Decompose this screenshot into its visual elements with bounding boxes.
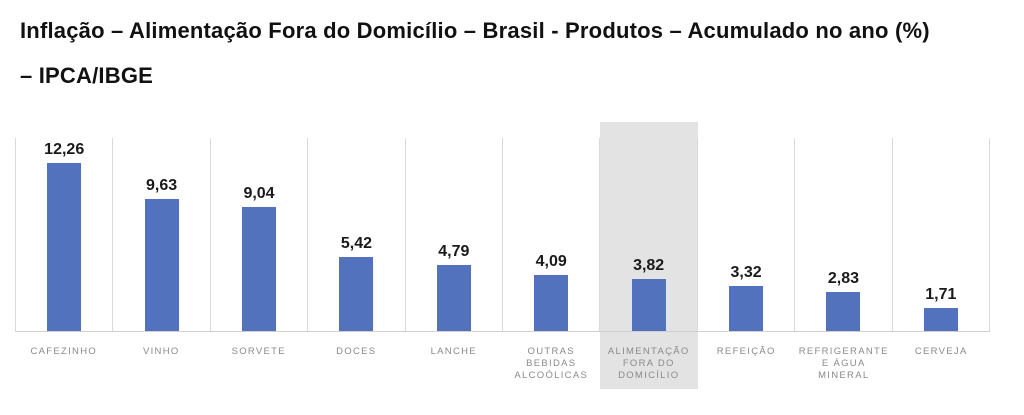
bar-vinho: [144, 199, 179, 331]
category-label-vinho: VINHO: [142, 346, 180, 357]
bar-value-label: 4,79: [438, 243, 470, 261]
bar-outras-bebidas-alcoolicas: [534, 275, 569, 331]
category-label-doces: DOCES: [336, 346, 377, 357]
category-label-lanche: LANCHE: [430, 346, 477, 357]
bar-value-label: 3,82: [633, 256, 665, 274]
bar-column-refeicao: 3,32: [696, 138, 794, 331]
bar-lanche: [436, 265, 471, 331]
bar-column-outras-bebidas-alcoolicas: 4,09: [502, 138, 599, 331]
chart-title-line-1: Inflação – Alimentação Fora do Domicílio…: [20, 18, 930, 43]
bar-value-label: 9,63: [146, 177, 178, 195]
bar-doces: [339, 256, 374, 331]
bar-column-cafezinho: 12,26: [15, 138, 112, 331]
chart-title-line-2: – IPCA/IBGE: [20, 63, 154, 88]
bar-cafezinho: [47, 163, 82, 331]
bar-cerveja: [923, 307, 958, 331]
category-label-cerveja: CERVEJA: [914, 346, 968, 357]
category-label-refeicao: REFEIÇÃO: [716, 346, 776, 357]
bar-column-vinho: 9,63: [112, 138, 209, 331]
bar-refeicao: [729, 285, 764, 331]
bar-value-label: 9,04: [243, 185, 275, 203]
category-axis: CAFEZINHO VINHO SORVETE DOCES LANCHE OUTRAS B…: [15, 346, 990, 382]
highlight-band: [600, 122, 698, 389]
bar-column-cerveja: 1,71: [891, 138, 991, 331]
bar-column-doces: 5,42: [307, 138, 404, 331]
chart-title: Inflação – Alimentação Fora do Domicílio…: [20, 8, 1020, 98]
bar-column-refrigerante-e-agua-mineral: 2,83: [794, 138, 891, 331]
bar-refrigerante-e-agua-mineral: [826, 292, 861, 331]
bar-value-label: 4,09: [535, 253, 567, 270]
bar-value-label: 5,42: [340, 234, 372, 252]
plot-area: 12,26 9,63 9,04 5,42 4,79 4,09 3,82 3,32 2,83 1,7…: [15, 138, 991, 332]
bar-value-label: 2,83: [827, 270, 860, 288]
bar-sorvete: [242, 207, 277, 331]
bar-value-label: 1,71: [925, 285, 957, 303]
bar-column-lanche: 4,79: [404, 138, 502, 331]
category-label-outras-bebidas-alcoolicas: OUTRAS BEBIDAS ALCOÓLICAS: [514, 346, 589, 381]
category-label-alimentacao-fora-do-domicilio: ALIMENTAÇÃO FORA DO DOMICÍLIO: [607, 346, 690, 381]
bar-column-alimentacao-fora-do-domicilio: 3,82: [599, 138, 696, 331]
bar-column-sorvete: 9,04: [209, 138, 307, 331]
category-label-sorvete: SORVETE: [231, 346, 286, 357]
bar-value-label: 3,32: [730, 263, 762, 281]
category-label-refrigerante-e-agua-mineral: REFRIGERANTE E ÁGUA MINERAL: [798, 346, 889, 381]
category-label-cafezinho: CAFEZINHO: [30, 346, 98, 357]
bar-alimentacao-fora-do-domicilio: [631, 278, 666, 331]
bar-value-label: 12,26: [44, 141, 85, 159]
bar-chart: 12,26 9,63 9,04 5,42 4,79 4,09 3,82 3,32 2,83 1,7…: [15, 122, 991, 389]
